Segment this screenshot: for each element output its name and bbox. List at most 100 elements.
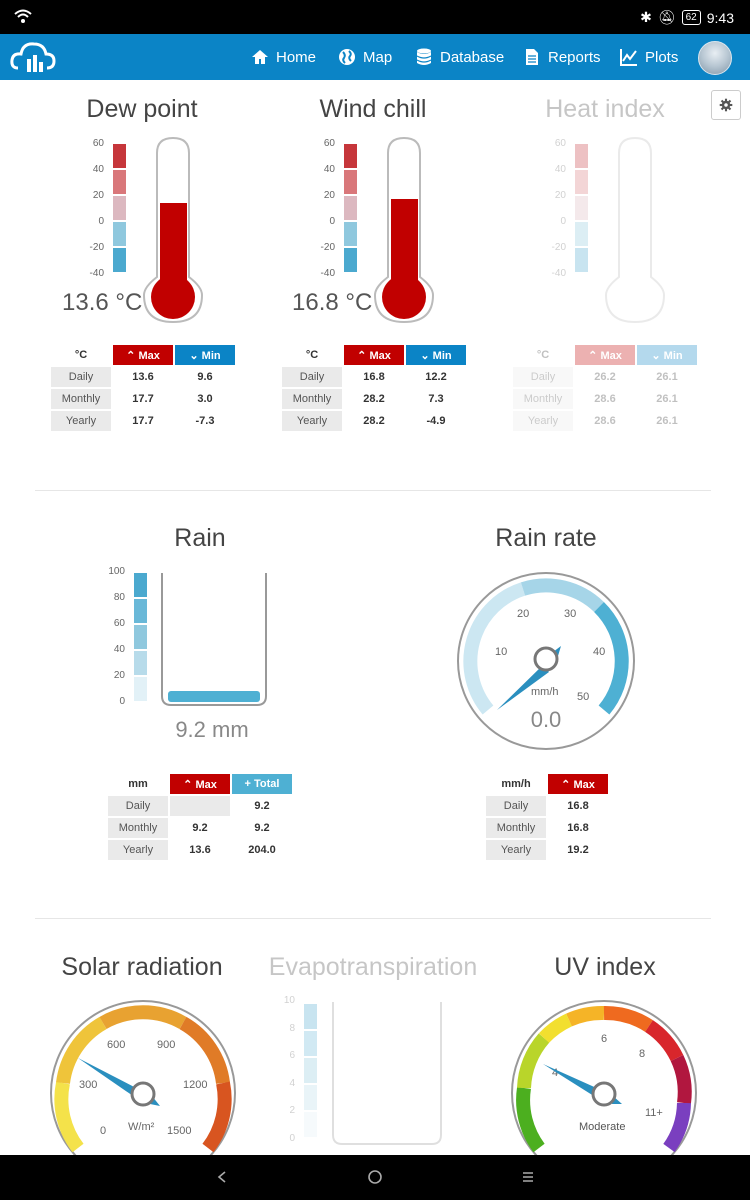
home-circle-icon[interactable] <box>367 1169 383 1185</box>
row-label: Monthly <box>51 389 111 409</box>
status-bar: ✱ 🔕︎ 62 9:43 <box>0 0 750 34</box>
table-row: Monthly 16.8 <box>486 818 608 838</box>
bluetooth-icon: ✱ <box>640 9 652 25</box>
avatar[interactable] <box>698 41 732 75</box>
min-value: 7.3 <box>428 393 444 405</box>
nav-map[interactable]: Map <box>337 34 392 80</box>
row-label: Yearly <box>513 411 573 431</box>
min-header[interactable]: ⌄ Min <box>175 345 235 365</box>
globe-icon <box>339 49 355 65</box>
tick-label: 40 <box>593 646 605 658</box>
wifi-icon <box>14 9 32 23</box>
rain-value: 9.2 mm <box>175 717 249 742</box>
chevron-up-icon: ⌃ <box>357 349 367 362</box>
max-header[interactable]: ⌃ Max <box>113 345 173 365</box>
total-header[interactable]: + Total <box>232 774 292 794</box>
nav-database[interactable]: Database <box>414 34 504 80</box>
tick-label: 600 <box>107 1039 125 1051</box>
heat-index-title: Heat index <box>545 95 665 123</box>
nav-reports[interactable]: Reports <box>522 34 601 80</box>
max-value: 26.2 <box>594 371 616 383</box>
row-label: Daily <box>486 796 546 816</box>
scale-label: 20 <box>113 670 125 681</box>
heat-index-stats-table: °C ⌃ Max ⌄ Min Daily 26.2 26.1 Monthly 2… <box>511 343 699 433</box>
database-icon <box>416 48 432 65</box>
row-label: Yearly <box>108 840 168 860</box>
unit-header: °C <box>74 349 88 361</box>
cloud-logo-icon[interactable] <box>10 38 56 76</box>
system-navbar <box>0 1155 750 1200</box>
menu-icon[interactable] <box>520 1169 536 1185</box>
max-value <box>170 796 230 816</box>
nav-plots[interactable]: Plots <box>619 34 678 80</box>
total-value: 9.2 <box>254 822 270 834</box>
nav-plots-label: Plots <box>645 48 679 66</box>
rain-gauge <box>134 573 267 706</box>
scale-label: 0 <box>560 216 566 227</box>
table-row: Monthly 28.2 7.3 <box>282 389 466 409</box>
solar-radiation-title: Solar radiation <box>61 953 223 981</box>
mute-icon: 🔕︎ <box>657 9 676 25</box>
scale-label: 20 <box>323 190 335 201</box>
tick-label: 11+ <box>645 1107 663 1119</box>
max-value: 13.6 <box>132 371 154 383</box>
chevron-down-icon: ⌄ <box>420 349 430 362</box>
max-header[interactable]: ⌃ Max <box>575 345 635 365</box>
max-value: 28.2 <box>363 415 385 427</box>
row-label: Yearly <box>486 840 546 860</box>
min-header[interactable]: ⌄ Min <box>406 345 466 365</box>
rain-rate-title: Rain rate <box>495 524 597 552</box>
scale-label: 20 <box>554 190 566 201</box>
wind-chill-thermometer <box>344 136 435 324</box>
uv-index-title: UV index <box>554 953 656 981</box>
tick-label: 300 <box>79 1079 97 1091</box>
scale-label: 4 <box>289 1078 295 1089</box>
rain-stats-table: mm ⌃ Max + Total Daily 9.2 Monthly 9.2 9… <box>106 772 294 862</box>
max-value: 17.7 <box>132 393 154 405</box>
total-value: 9.2 <box>254 800 270 812</box>
min-header[interactable]: ⌄ Min <box>637 345 697 365</box>
unit-header: °C <box>536 349 550 361</box>
table-row: Yearly 28.6 26.1 <box>513 411 697 431</box>
max-header[interactable]: ⌃ Max <box>170 774 230 794</box>
table-row: Yearly 17.7 -7.3 <box>51 411 235 431</box>
back-icon[interactable] <box>214 1169 230 1185</box>
evapotranspiration-gauge <box>304 1002 442 1145</box>
nav-home[interactable]: Home <box>250 34 316 80</box>
tick-label: 1500 <box>167 1125 191 1137</box>
scale-label: 40 <box>323 164 335 175</box>
scale-label: 40 <box>113 644 125 655</box>
table-row: Daily 9.2 <box>108 796 292 816</box>
table-row: Daily 16.8 12.2 <box>282 367 466 387</box>
scale-label: 80 <box>113 592 125 603</box>
uv-index-gauge: 4 6 8 11+ Moderate <box>511 1000 697 1155</box>
dew-point-stats-table: °C ⌃ Max ⌄ Min Daily 13.6 9.6 Monthly 17… <box>49 343 237 433</box>
scale-label: 10 <box>283 995 295 1006</box>
tick-label: 30 <box>564 608 576 620</box>
unit-header: mm <box>128 778 148 790</box>
gear-icon <box>719 98 733 112</box>
min-value: 26.1 <box>656 371 678 383</box>
max-value: 28.6 <box>594 393 616 405</box>
scale-label: 60 <box>554 138 566 149</box>
chart-icon <box>620 49 637 66</box>
unit-label: mm/h <box>531 686 559 698</box>
max-header[interactable]: ⌃ Max <box>548 774 608 794</box>
nav-map-label: Map <box>363 48 393 66</box>
tick-label: 6 <box>601 1033 607 1045</box>
settings-button[interactable] <box>711 90 741 120</box>
max-value: 28.2 <box>363 393 385 405</box>
scale-label: 6 <box>289 1050 295 1061</box>
row-label: Yearly <box>51 411 111 431</box>
scale-label: 0 <box>119 696 125 707</box>
unit-header: mm/h <box>501 778 531 790</box>
evapotranspiration-title: Evapotranspiration <box>268 953 478 981</box>
tick-label: 10 <box>495 646 507 658</box>
tick-label: 900 <box>157 1039 175 1051</box>
chevron-up-icon: ⌃ <box>588 349 598 362</box>
scale-label: -40 <box>551 268 566 279</box>
min-value: -4.9 <box>426 415 446 427</box>
max-header[interactable]: ⌃ Max <box>344 345 404 365</box>
chevron-down-icon: ⌄ <box>651 349 661 362</box>
row-label: Daily <box>108 796 168 816</box>
